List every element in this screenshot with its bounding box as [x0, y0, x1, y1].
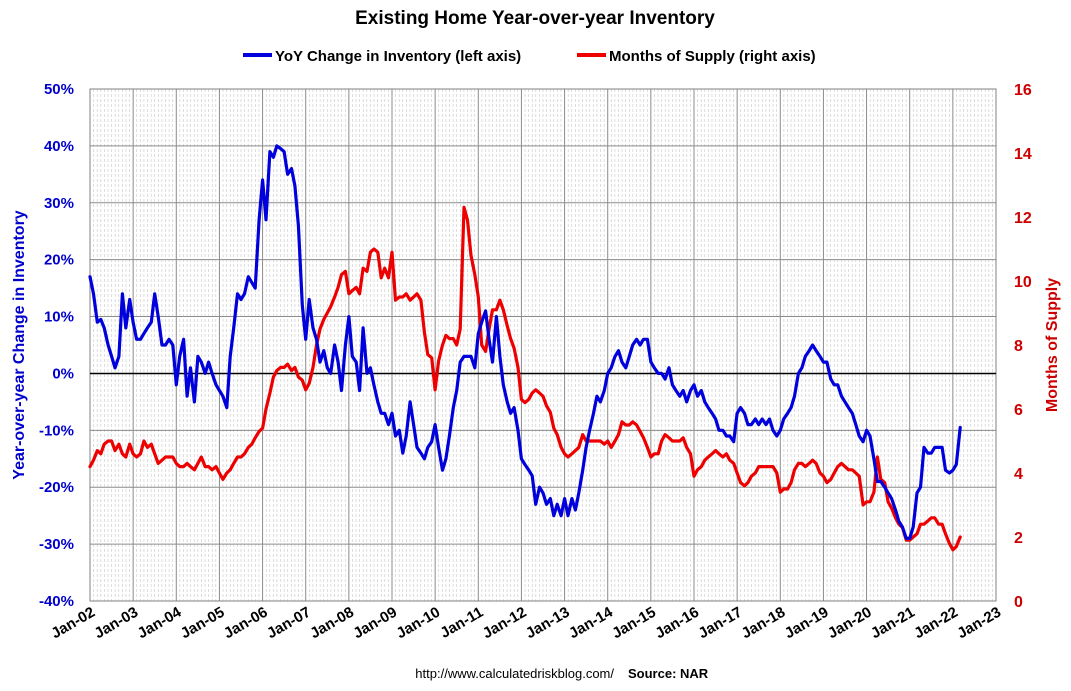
x-tick-label: Jan-18 [739, 604, 789, 642]
x-tick-label: Jan-19 [782, 604, 832, 642]
footer-source: Source: NAR [628, 666, 709, 681]
x-tick-label: Jan-23 [954, 604, 1004, 642]
footer-url: http://www.calculatedriskblog.com/ [415, 666, 614, 681]
y-axis-right-label: Months of Supply [1044, 278, 1061, 412]
x-tick-label: Jan-06 [221, 604, 271, 642]
y-left-tick-label: 0% [52, 365, 74, 382]
y-right-tick-label: 6 [1014, 402, 1023, 419]
y-right-ticks: 0 2 4 6 8 10 12 14 16 [1014, 82, 1032, 611]
gridlines [89, 88, 997, 602]
legend: YoY Change in Inventory (left axis) Mont… [243, 48, 816, 65]
x-tick-label: Jan-14 [566, 603, 616, 642]
legend-label-yoy: YoY Change in Inventory (left axis) [275, 48, 521, 65]
y-axis-left-label: Year-over-year Change in Inventory [11, 210, 28, 480]
y-left-tick-label: 50% [44, 81, 74, 98]
y-right-tick-label: 2 [1014, 530, 1023, 547]
y-right-tick-label: 0 [1014, 594, 1023, 611]
y-right-tick-label: 12 [1014, 210, 1032, 227]
y-right-tick-label: 14 [1014, 146, 1032, 163]
x-tick-label: Jan-08 [307, 604, 357, 642]
series-months-of-supply-line [88, 205, 962, 552]
x-tick-label: Jan-04 [135, 603, 185, 642]
x-tick-label: Jan-07 [264, 604, 314, 642]
x-tick-label: Jan-10 [393, 604, 443, 642]
y-right-tick-label: 16 [1014, 82, 1032, 99]
chart-title: Existing Home Year-over-year Inventory [355, 8, 715, 29]
legend-label-supply: Months of Supply (right axis) [609, 48, 816, 65]
y-right-tick-label: 10 [1014, 274, 1032, 291]
x-tick-label: Jan-22 [911, 604, 961, 642]
y-right-tick-label: 8 [1014, 338, 1023, 355]
plot-area [89, 88, 997, 602]
y-left-ticks: -40% -30% -20% -10% 0% 10% 20% 30% 40% 50% [39, 81, 74, 610]
x-tick-label: Jan-03 [91, 604, 141, 642]
y-left-tick-label: -40% [39, 593, 74, 610]
y-right-tick-label: 4 [1014, 466, 1023, 483]
x-tick-label: Jan-09 [350, 604, 400, 642]
y-left-tick-label: -20% [39, 479, 74, 496]
x-tick-label: Jan-15 [609, 604, 659, 642]
series-yoy-inventory-line [88, 144, 962, 540]
x-tick-label: Jan-20 [825, 604, 875, 642]
y-left-tick-label: -10% [39, 422, 74, 439]
y-left-tick-label: -30% [39, 536, 74, 553]
x-tick-label: Jan-21 [868, 604, 918, 642]
series-lines [88, 144, 962, 552]
y-left-tick-label: 20% [44, 252, 74, 269]
x-tick-label: Jan-11 [437, 604, 486, 642]
x-tick-label: Jan-12 [480, 604, 530, 642]
y-left-tick-label: 30% [44, 195, 74, 212]
x-tick-label: Jan-13 [523, 604, 573, 642]
y-left-tick-label: 40% [44, 138, 74, 155]
x-tick-label: Jan-05 [178, 604, 228, 642]
x-tick-label: Jan-17 [695, 604, 745, 642]
y-left-tick-label: 10% [44, 309, 74, 326]
x-axis-ticks: Jan-02Jan-03Jan-04Jan-05Jan-06Jan-07Jan-… [48, 603, 1004, 642]
x-tick-label: Jan-16 [652, 604, 702, 642]
